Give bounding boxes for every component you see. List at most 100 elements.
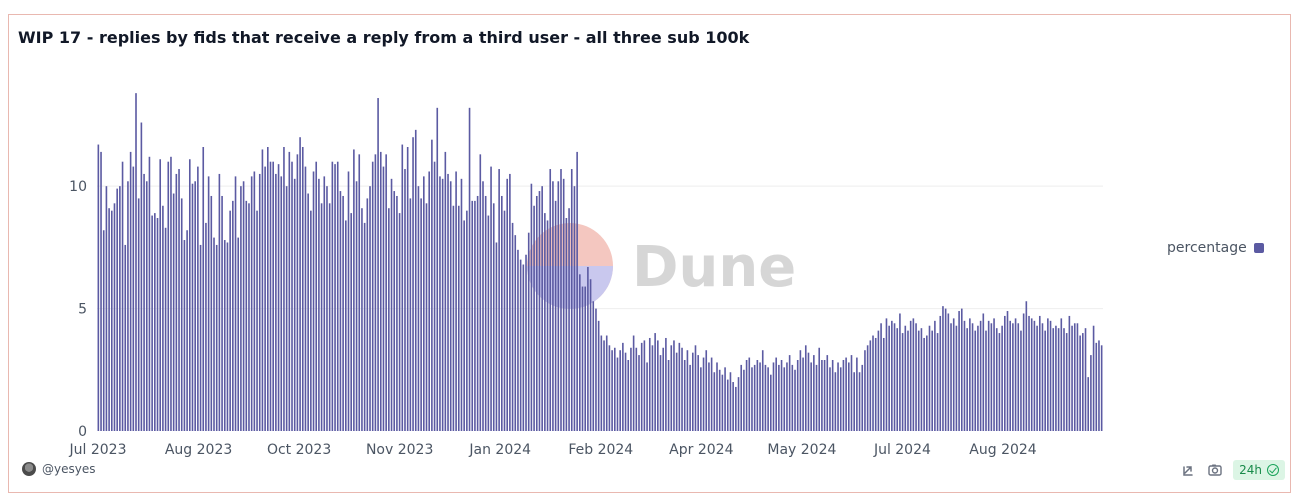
refresh-badge[interactable]: 24h	[1233, 460, 1285, 480]
chart-bar	[100, 151, 102, 431]
chart-bar	[605, 335, 608, 431]
chart-bar	[382, 166, 385, 431]
chart-bar	[431, 139, 433, 431]
chart-bar	[331, 161, 334, 431]
chart-bar	[347, 171, 350, 432]
chart-bar	[353, 149, 355, 431]
user-avatar-icon	[22, 462, 36, 476]
chart-bar	[544, 213, 546, 431]
chart-bar	[167, 161, 170, 431]
chart-bar	[651, 345, 654, 431]
chart-bar	[643, 340, 646, 431]
chart-bar	[1020, 330, 1022, 431]
chart-bar	[226, 242, 229, 431]
chart-bar	[304, 166, 307, 431]
chart-bar	[1030, 318, 1033, 431]
chart-bar	[517, 249, 519, 431]
chart-bar	[608, 345, 611, 431]
chart-bar	[632, 335, 635, 431]
chart-bar	[1057, 328, 1060, 431]
chart-bar	[503, 210, 506, 431]
chart-bar	[891, 320, 893, 431]
chart-bar	[232, 200, 234, 431]
chart-bar	[328, 203, 331, 431]
x-tick-label: Oct 2023	[267, 442, 331, 458]
chart-bar	[498, 169, 500, 431]
chart-bar	[635, 347, 638, 431]
chart-bar	[175, 173, 178, 431]
chart-bar	[487, 215, 490, 431]
x-tick-label: Aug 2024	[969, 442, 1037, 458]
chart-bar	[1079, 335, 1081, 431]
author-info[interactable]: @yesyes	[22, 462, 95, 476]
chart-bar	[116, 188, 118, 431]
chart-bar	[1006, 311, 1009, 431]
x-tick-label: Jan 2024	[468, 442, 531, 458]
chart-bar	[460, 178, 463, 431]
chart-bar	[283, 147, 285, 431]
chart-bar	[770, 374, 772, 431]
chart-bar	[180, 198, 183, 431]
chart-bar	[874, 337, 877, 431]
chart-bar	[401, 144, 404, 432]
chart-bar	[904, 325, 907, 431]
chart-bar	[917, 330, 920, 431]
chart-bar	[815, 364, 818, 431]
chart-bar	[737, 377, 740, 431]
chart-bar	[705, 350, 708, 431]
chart-bar	[492, 203, 495, 431]
chart-bar	[624, 352, 627, 431]
chart-bar	[237, 237, 240, 431]
chart-bar	[417, 186, 420, 431]
chart-bar	[630, 347, 632, 431]
chart-bar	[1084, 328, 1087, 431]
chart-bar	[164, 227, 167, 431]
chart-bar	[350, 213, 352, 431]
chart-bar	[414, 129, 417, 432]
chart-bar	[813, 355, 815, 431]
chart-bar	[345, 220, 347, 431]
chart-bar	[872, 335, 874, 431]
chart-bar	[589, 279, 592, 431]
chart-bar	[947, 313, 950, 431]
chart-bar	[1025, 301, 1028, 431]
chart-bar	[732, 382, 734, 431]
chart-bar	[256, 210, 258, 431]
y-axis-ticks: 0 5 10	[69, 179, 87, 440]
chart-bar	[1073, 323, 1076, 431]
chart-bar	[952, 318, 955, 431]
chart-bar	[108, 208, 110, 431]
chart-bar	[794, 369, 796, 431]
chart-bar	[987, 320, 990, 431]
chart-bar	[791, 364, 794, 431]
chart-bar	[433, 161, 436, 431]
share-icon[interactable]	[1181, 462, 1197, 478]
chart-bar	[310, 210, 312, 431]
chart-bar	[662, 347, 665, 431]
author-name[interactable]: @yesyes	[42, 462, 96, 476]
chart-bar	[1095, 342, 1098, 431]
chart-bar	[702, 357, 705, 431]
camera-icon[interactable]	[1207, 462, 1223, 478]
chart-bar	[530, 183, 533, 431]
chart-bar	[638, 355, 640, 431]
chart-bar	[622, 342, 624, 431]
chart-bar	[775, 357, 777, 431]
watermark-text: Dune	[632, 235, 796, 300]
chart-bar	[506, 178, 508, 431]
chart-bar	[223, 240, 226, 431]
chart-bar	[124, 244, 127, 431]
chart-bar	[97, 144, 100, 432]
chart-bar	[267, 147, 269, 431]
chart-bar	[471, 200, 474, 431]
chart-bar	[597, 320, 600, 431]
chart-bar	[694, 345, 697, 431]
chart-bar	[285, 186, 288, 431]
chart-bar	[549, 169, 552, 431]
chart-bar	[315, 161, 318, 431]
chart-bar	[374, 154, 377, 431]
chart-bar	[250, 176, 253, 431]
chart-bar	[188, 159, 191, 432]
chart-bar	[221, 195, 223, 431]
chart-bar	[172, 193, 175, 431]
